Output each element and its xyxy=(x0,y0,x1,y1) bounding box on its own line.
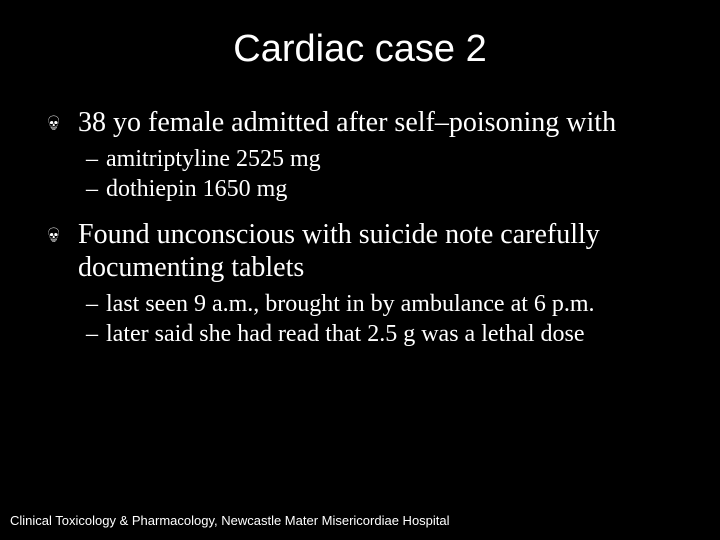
footer-text: Clinical Toxicology & Pharmacology, Newc… xyxy=(10,513,450,528)
slide-body: 💀︎ 38 yo female admitted after self–pois… xyxy=(40,106,680,348)
dash-bullet-icon: – xyxy=(86,175,106,203)
bullet-text: last seen 9 a.m., brought in by ambulanc… xyxy=(106,290,680,318)
slide: Cardiac case 2 💀︎ 38 yo female admitted … xyxy=(0,0,720,540)
bullet-text: Found unconscious with suicide note care… xyxy=(78,218,680,284)
skull-bullet-icon: 💀︎ xyxy=(48,106,78,136)
bullet-level2: – last seen 9 a.m., brought in by ambula… xyxy=(86,290,680,318)
bullet-level1: 💀︎ 38 yo female admitted after self–pois… xyxy=(48,106,680,139)
bullet-text: dothiepin 1650 mg xyxy=(106,175,680,203)
bullet-level2: – amitriptyline 2525 mg xyxy=(86,145,680,173)
bullet-level1: 💀︎ Found unconscious with suicide note c… xyxy=(48,218,680,284)
skull-bullet-icon: 💀︎ xyxy=(48,218,78,248)
dash-bullet-icon: – xyxy=(86,290,106,318)
bullet-level2: – later said she had read that 2.5 g was… xyxy=(86,320,680,348)
bullet-text: 38 yo female admitted after self–poisoni… xyxy=(78,106,680,139)
slide-title: Cardiac case 2 xyxy=(40,28,680,71)
spacer xyxy=(48,206,680,218)
bullet-text: later said she had read that 2.5 g was a… xyxy=(106,320,680,348)
dash-bullet-icon: – xyxy=(86,320,106,348)
bullet-text: amitriptyline 2525 mg xyxy=(106,145,680,173)
bullet-level2: – dothiepin 1650 mg xyxy=(86,175,680,203)
dash-bullet-icon: – xyxy=(86,145,106,173)
